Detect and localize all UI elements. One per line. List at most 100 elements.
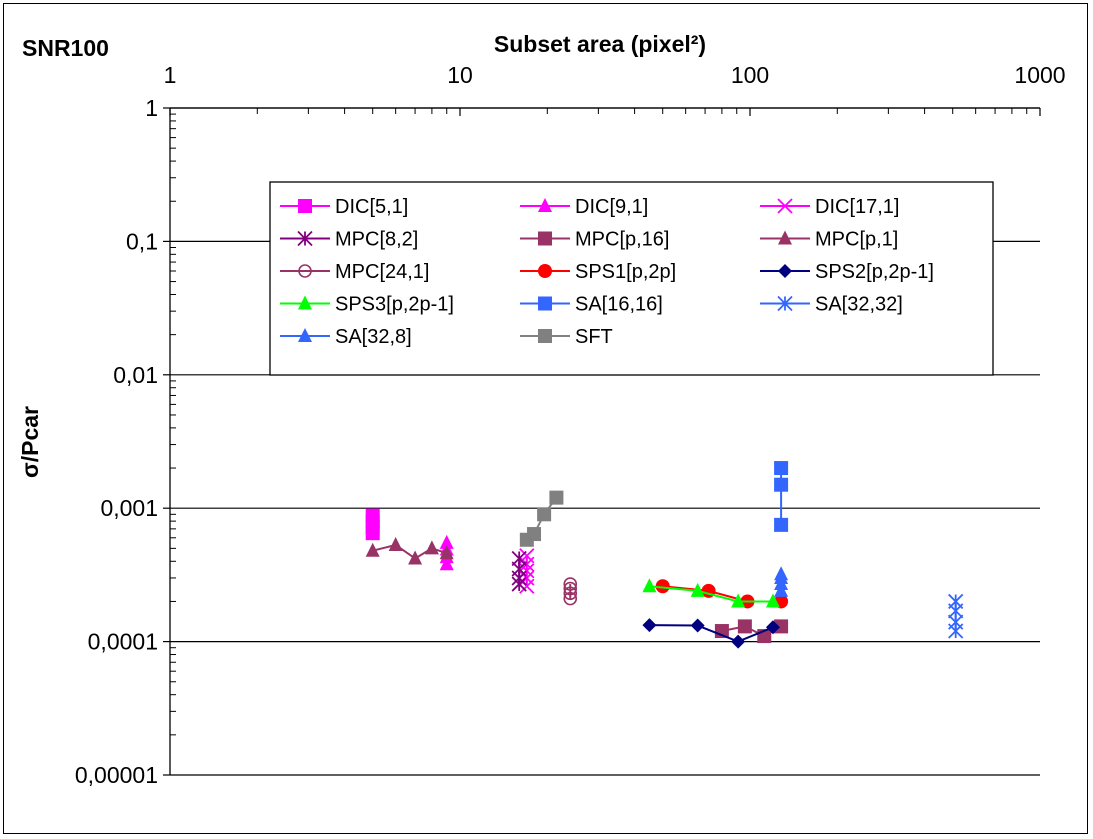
data-point [655, 579, 670, 594]
legend-marker [298, 295, 312, 310]
data-point [774, 517, 789, 532]
legend-marker [298, 199, 312, 213]
y-tick-label: 0,00001 [75, 762, 158, 788]
data-point [439, 534, 454, 549]
legend-label: MPC[8,2] [335, 229, 418, 251]
data-point [642, 618, 657, 633]
legend-marker [298, 264, 312, 278]
legend-label: MPC[p,16] [575, 229, 669, 251]
legend-entry: SA[16,16] [520, 294, 663, 316]
series-MPC[p,16] [714, 619, 789, 644]
legend-marker [538, 296, 552, 311]
series-MPC[8,2] [511, 550, 527, 592]
legend-box [269, 181, 994, 376]
legend-label: SA[16,16] [575, 294, 663, 316]
series-DIC[17,1] [519, 548, 535, 594]
data-point [690, 582, 705, 597]
legend-entry: SA[32,32] [760, 294, 903, 316]
legend-label: SA[32,8] [335, 326, 412, 348]
data-point [774, 461, 789, 476]
x-tick-label: 1 [164, 62, 177, 88]
data-point [365, 542, 380, 557]
data-point [439, 556, 454, 571]
legend-marker [298, 328, 312, 342]
series-MPC[p,1] [365, 536, 454, 565]
data-point [563, 577, 578, 591]
data-point [563, 586, 578, 601]
data-point [537, 507, 552, 522]
legend-entry: SPS1[p,2p] [520, 261, 676, 283]
data-point [563, 581, 578, 596]
legend-entry: SPS3[p,2p-1] [280, 294, 454, 316]
legend-entry: SA[32,8] [280, 326, 412, 348]
data-point [527, 527, 542, 542]
data-point [511, 550, 527, 567]
series-line [649, 585, 773, 603]
legend-entry: DIC[9,1] [520, 196, 648, 218]
legend-entry: DIC[5,1] [280, 196, 408, 218]
data-point [642, 578, 657, 593]
legend-entry: DIC[17,1] [760, 196, 899, 218]
legend-entry: SPS2[p,2p-1] [760, 261, 934, 283]
data-point [549, 490, 564, 505]
axes [169, 107, 1040, 775]
legend-marker [778, 264, 792, 278]
legend-label: MPC[p,1] [815, 229, 898, 251]
y-tick-label: 1 [145, 95, 158, 121]
corner-label: SNR100 [22, 35, 109, 61]
legend-marker [778, 230, 792, 245]
series-DIC[5,1] [365, 508, 380, 541]
series-SA[32,32] [948, 593, 964, 639]
legend-marker [297, 230, 313, 247]
data-point [408, 550, 423, 565]
series-SPS3[p,2p-1] [642, 578, 780, 608]
legend: DIC[5,1] DIC[9,1] DIC[17,1] MPC[8,2] MPC[p,1… [269, 181, 994, 376]
legend-marker [777, 198, 793, 214]
x-ticks: 1 10 100 1000 [164, 62, 1066, 116]
legend-label: SA[32,32] [815, 294, 903, 316]
x-tick-label: 100 [731, 62, 769, 88]
legend-label: MPC[24,1] [335, 261, 429, 283]
legend-marker [538, 329, 552, 343]
series-SA[32,8] [774, 566, 789, 597]
legend-label: SPS3[p,2p-1] [335, 294, 454, 316]
legend-marker [777, 295, 793, 312]
legend-label: SPS1[p,2p] [575, 261, 676, 283]
x-tick-label: 10 [447, 62, 473, 88]
data-point [948, 593, 964, 610]
series-SPS2[p,2p-1] [642, 618, 780, 649]
data-point [737, 619, 752, 634]
legend-marker [538, 231, 552, 246]
legend-entry: MPC[p,1] [760, 229, 898, 251]
legend-entry: MPC[24,1] [280, 261, 429, 283]
legend-entry: SFT [520, 326, 613, 348]
legend-label: DIC[17,1] [815, 196, 899, 218]
legend-label: DIC[5,1] [335, 196, 408, 218]
x-axis-title: Subset area (pixel²) [494, 31, 706, 57]
data-point [388, 536, 403, 551]
series-line [649, 624, 774, 643]
y-axis-title: σ/Pcar [17, 406, 43, 478]
legend-marker [538, 198, 552, 212]
data-point [365, 508, 380, 523]
chart-frame [3, 3, 1088, 834]
data-point [765, 593, 780, 608]
legend-marker [538, 264, 552, 278]
legend-label: SFT [575, 326, 613, 348]
data-point [563, 591, 578, 606]
legend-label: DIC[9,1] [575, 196, 648, 218]
series-MPC[24,1] [563, 577, 578, 606]
legend-entry: MPC[p,16] [520, 229, 669, 251]
legend-entry: MPC[8,2] [280, 229, 418, 251]
y-ticks: 1 0,1 0,01 0,001 0,0001 0,00001 [75, 95, 176, 788]
data-point [774, 477, 789, 492]
series-layer [365, 461, 964, 649]
x-tick-label: 1000 [1014, 62, 1065, 88]
data-point [424, 540, 439, 555]
data-point [774, 619, 789, 634]
data-point [439, 545, 454, 560]
data-point [690, 618, 705, 633]
y-tick-label: 0,01 [113, 362, 158, 388]
y-tick-label: 0,0001 [88, 629, 158, 655]
